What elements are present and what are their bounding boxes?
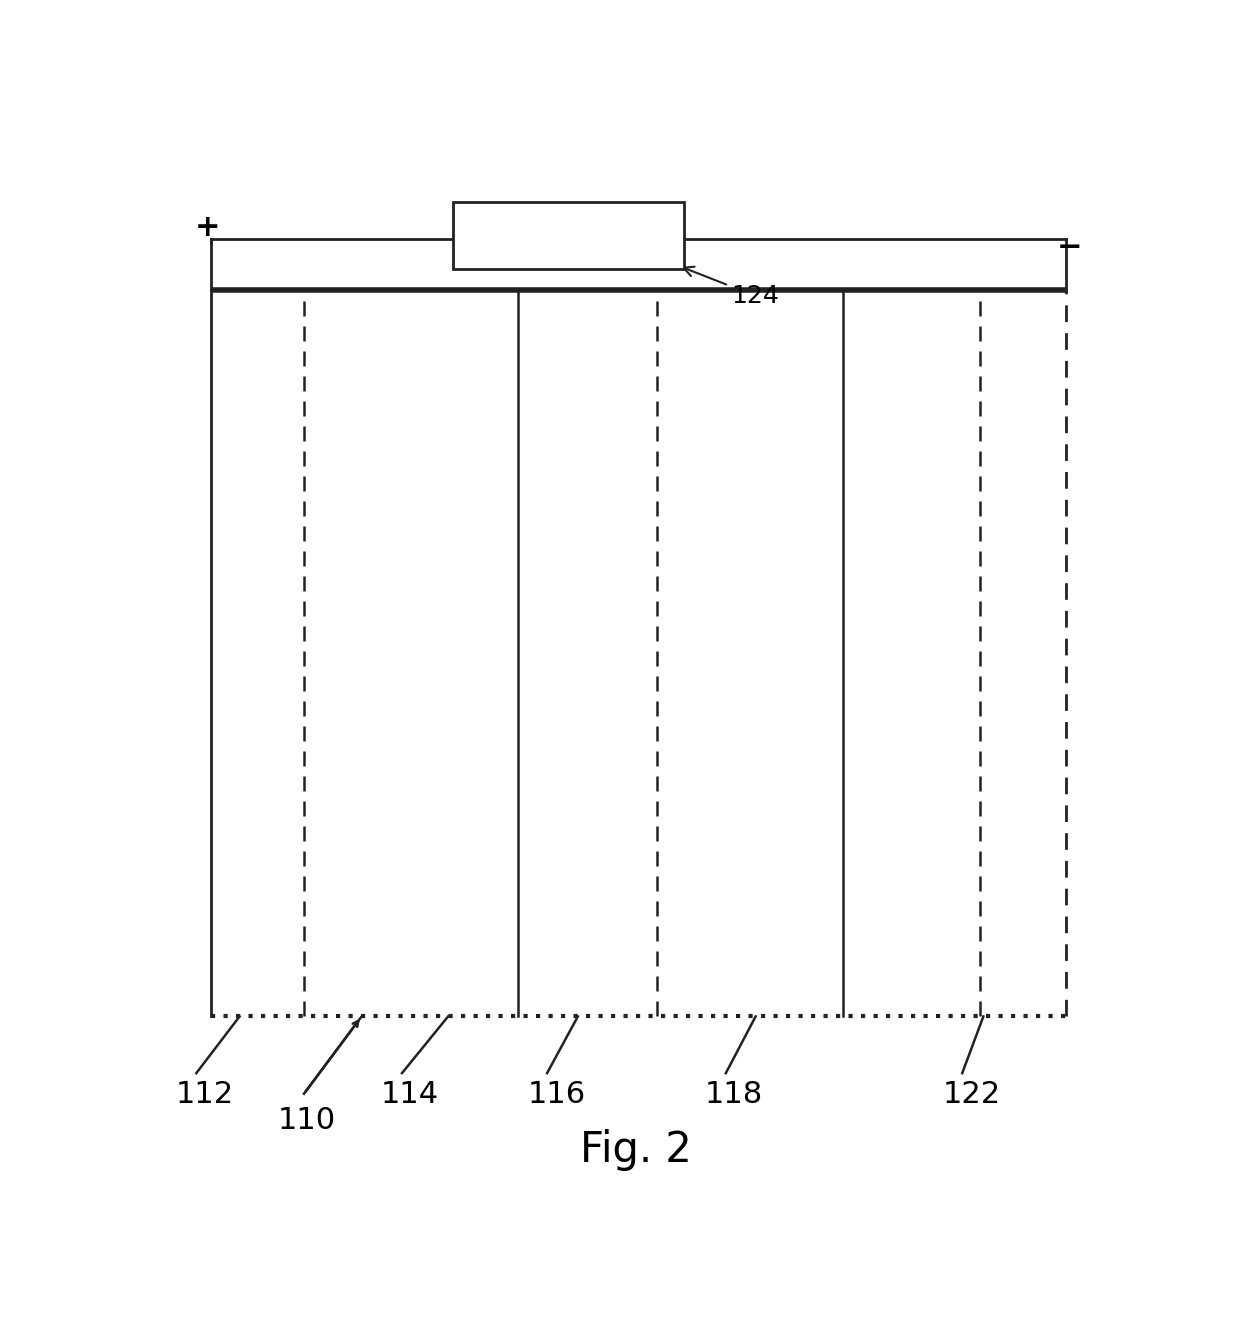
Text: 112: 112	[176, 1081, 234, 1109]
Bar	[453, 202, 683, 269]
Text: Fig. 2: Fig. 2	[579, 1130, 692, 1172]
Text: 114: 114	[381, 1081, 439, 1109]
Text: −: −	[1058, 233, 1083, 262]
Text: 124: 124	[683, 266, 780, 308]
Text: 122: 122	[942, 1081, 1001, 1109]
Text: +: +	[195, 213, 221, 242]
Text: 110: 110	[278, 1106, 336, 1135]
Text: 116: 116	[528, 1081, 587, 1109]
Text: 118: 118	[704, 1081, 763, 1109]
